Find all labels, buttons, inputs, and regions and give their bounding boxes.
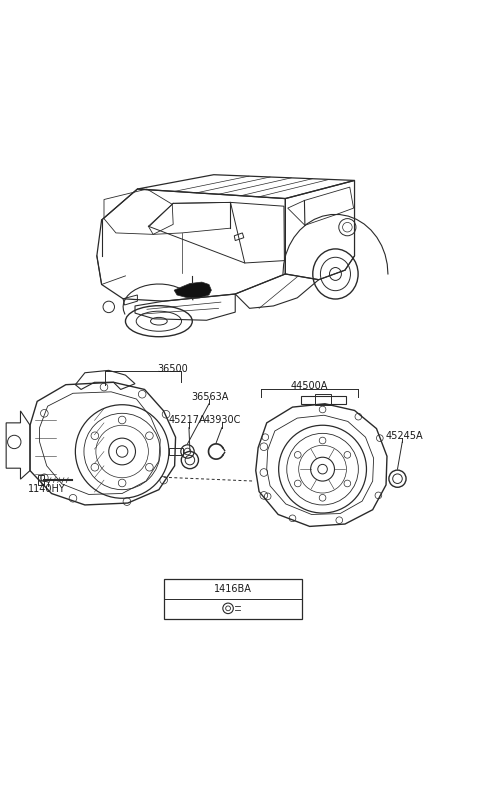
Text: 45217A: 45217A xyxy=(168,415,206,425)
Text: 1416BA: 1416BA xyxy=(214,584,252,594)
Text: 44500A: 44500A xyxy=(290,381,328,391)
Text: 36563A: 36563A xyxy=(192,392,229,401)
Text: 1140HY: 1140HY xyxy=(28,484,66,494)
Text: 36500: 36500 xyxy=(157,364,188,374)
Text: 43930C: 43930C xyxy=(203,415,240,425)
Bar xyxy=(164,579,302,618)
Polygon shape xyxy=(174,282,211,298)
Bar xyxy=(37,476,44,485)
Text: 45245A: 45245A xyxy=(385,431,423,441)
Bar xyxy=(169,448,183,456)
